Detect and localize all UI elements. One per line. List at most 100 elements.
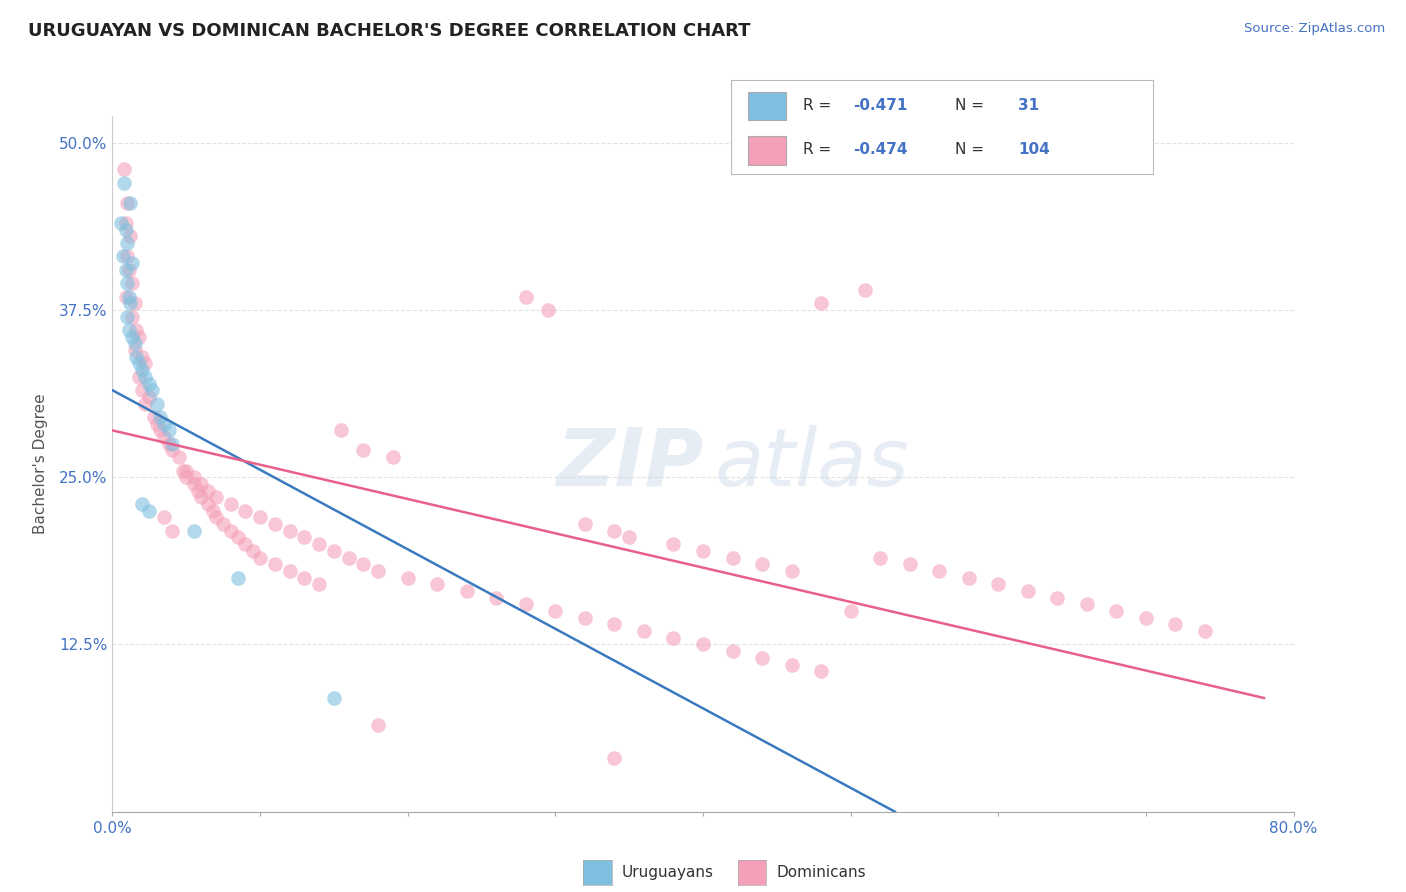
Point	[780, 657, 803, 672]
Text: N =: N =	[955, 97, 988, 112]
Text: 104: 104	[1018, 142, 1050, 157]
Point	[205, 510, 228, 524]
Point	[692, 544, 714, 558]
Point	[456, 584, 478, 599]
Point	[197, 497, 219, 511]
Point	[157, 436, 180, 450]
Point	[114, 223, 136, 237]
Point	[515, 598, 537, 612]
Point	[128, 330, 150, 344]
Point	[249, 510, 271, 524]
Point	[633, 624, 655, 639]
Point	[187, 483, 209, 498]
Point	[544, 604, 567, 618]
Point	[117, 236, 138, 251]
Point	[174, 470, 197, 484]
Point	[160, 443, 183, 458]
Point	[367, 564, 389, 578]
Point	[1135, 611, 1157, 625]
Point	[125, 323, 148, 337]
Point	[120, 229, 142, 244]
Text: -0.471: -0.471	[853, 97, 908, 112]
Point	[810, 296, 832, 310]
Point	[125, 350, 148, 364]
Point	[131, 363, 153, 377]
Point	[134, 356, 156, 371]
Point	[142, 410, 165, 425]
Point	[138, 503, 160, 517]
Point	[278, 564, 301, 578]
Point	[153, 510, 176, 524]
Point	[121, 330, 143, 344]
Point	[157, 424, 180, 438]
Point	[124, 343, 146, 358]
Point	[153, 430, 176, 444]
Point	[396, 571, 419, 585]
Point	[1046, 591, 1069, 605]
Point	[138, 390, 160, 404]
Point	[382, 450, 405, 465]
Point	[149, 424, 172, 438]
Point	[111, 250, 134, 264]
Point	[114, 263, 136, 277]
Point	[367, 717, 389, 731]
Point	[160, 436, 183, 450]
Point	[249, 550, 271, 565]
Point	[183, 524, 205, 538]
Point	[292, 530, 315, 544]
Text: Uruguayans: Uruguayans	[621, 865, 713, 880]
Point	[1164, 617, 1187, 632]
Point	[308, 537, 330, 551]
Point	[323, 690, 346, 705]
Point	[619, 530, 641, 544]
Point	[242, 544, 264, 558]
Point	[117, 250, 138, 264]
Point	[780, 564, 803, 578]
Point	[112, 162, 135, 177]
Point	[1076, 598, 1098, 612]
Point	[839, 604, 862, 618]
Point	[190, 491, 212, 505]
Point	[118, 290, 141, 304]
Point	[898, 557, 921, 572]
Point	[131, 350, 153, 364]
Point	[212, 517, 235, 532]
Point	[1194, 624, 1216, 639]
Point	[153, 417, 176, 431]
Point	[138, 376, 160, 391]
Point	[226, 530, 249, 544]
Point	[278, 524, 301, 538]
Point	[110, 216, 132, 230]
Point	[124, 296, 146, 310]
Point	[197, 483, 219, 498]
Point	[1105, 604, 1128, 618]
Point	[141, 384, 163, 398]
Point	[957, 571, 980, 585]
Point	[117, 196, 138, 211]
Point	[233, 537, 256, 551]
Point	[810, 664, 832, 679]
Point	[160, 524, 183, 538]
Text: Dominicans: Dominicans	[776, 865, 866, 880]
Point	[118, 323, 141, 337]
Point	[692, 637, 714, 651]
Point	[121, 256, 143, 270]
Text: -0.474: -0.474	[853, 142, 908, 157]
Point	[869, 550, 891, 565]
Point	[515, 290, 537, 304]
Point	[603, 751, 626, 765]
Point	[183, 470, 205, 484]
Point	[183, 477, 205, 491]
Point	[121, 277, 143, 291]
Point	[114, 216, 136, 230]
Point	[928, 564, 950, 578]
Point	[292, 571, 315, 585]
Point	[131, 384, 153, 398]
Point	[201, 503, 224, 517]
Point	[134, 369, 156, 384]
Point	[117, 310, 138, 324]
Text: ZIP: ZIP	[555, 425, 703, 503]
Point	[603, 524, 626, 538]
Point	[114, 290, 136, 304]
Point	[124, 336, 146, 351]
